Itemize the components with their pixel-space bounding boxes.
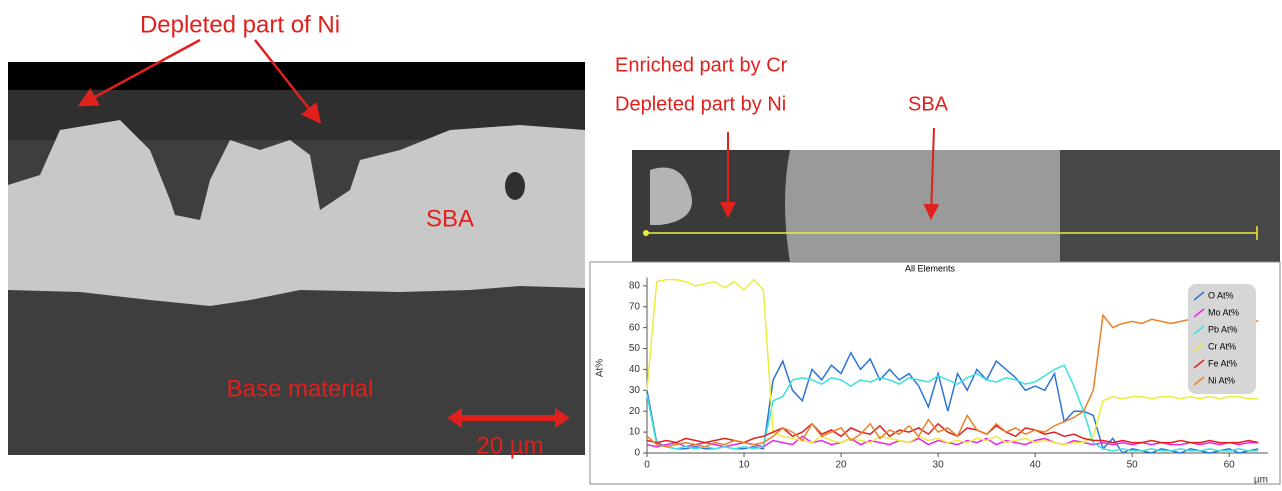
series-line	[646, 422, 1259, 444]
x-tick-label: 40	[1030, 460, 1042, 471]
chart-frame	[589, 261, 1281, 485]
y-tick-label: 0	[634, 448, 640, 459]
legend-swatch	[1193, 291, 1205, 301]
annotation: Depleted part by Ni	[615, 93, 786, 115]
arrow	[77, 38, 201, 107]
series-line	[646, 313, 1259, 448]
y-tick-label: 50	[629, 343, 641, 354]
y-tick-label: 20	[629, 406, 641, 417]
y-tick-label: 80	[629, 280, 641, 291]
chart-title: All Elements	[905, 263, 956, 273]
series-line	[646, 278, 1259, 446]
scale-bar-heads	[447, 408, 570, 428]
legend-swatch	[1193, 325, 1205, 335]
y-tick-label: 70	[629, 301, 641, 312]
annotation: Depleted part of Ni	[140, 11, 340, 38]
legend-label: Pb At%	[1208, 324, 1238, 334]
x-tick-label: 30	[933, 460, 945, 471]
annotation: SBA	[908, 93, 949, 115]
y-axis-label: At%	[595, 359, 606, 377]
x-tick-label: 60	[1224, 460, 1236, 471]
y-tick-label: 60	[629, 322, 641, 333]
annotation: Enriched part by Cr	[615, 54, 788, 76]
arrow	[254, 39, 322, 124]
scale-label: 20 µm	[476, 432, 543, 459]
sem-image-right	[632, 150, 1280, 262]
legend-swatch	[1193, 342, 1205, 352]
x-tick-label: 0	[644, 460, 650, 471]
legend-label: Fe At%	[1208, 358, 1237, 368]
legend-swatch	[1193, 376, 1205, 386]
x-tick-label: 20	[836, 460, 848, 471]
legend-label: Ni At%	[1208, 375, 1235, 385]
arrow	[923, 127, 940, 220]
y-tick-label: 40	[629, 364, 641, 375]
sem-image-left	[8, 62, 585, 455]
annotation: Base material	[227, 375, 374, 402]
legend-swatch	[1193, 308, 1205, 318]
y-tick-label: 10	[629, 427, 641, 438]
legend-label: O At%	[1208, 290, 1234, 300]
legend-label: Mo At%	[1208, 307, 1239, 317]
x-tick-label: 50	[1127, 460, 1139, 471]
legend-box	[1188, 284, 1256, 394]
series-line	[646, 364, 1259, 452]
annotation: SBA	[426, 205, 474, 232]
x-axis-label: µm	[1254, 475, 1268, 486]
y-tick-label: 30	[629, 385, 641, 396]
x-tick-label: 10	[738, 460, 750, 471]
legend-swatch	[1193, 359, 1205, 369]
legend-label: Cr At%	[1208, 341, 1236, 351]
